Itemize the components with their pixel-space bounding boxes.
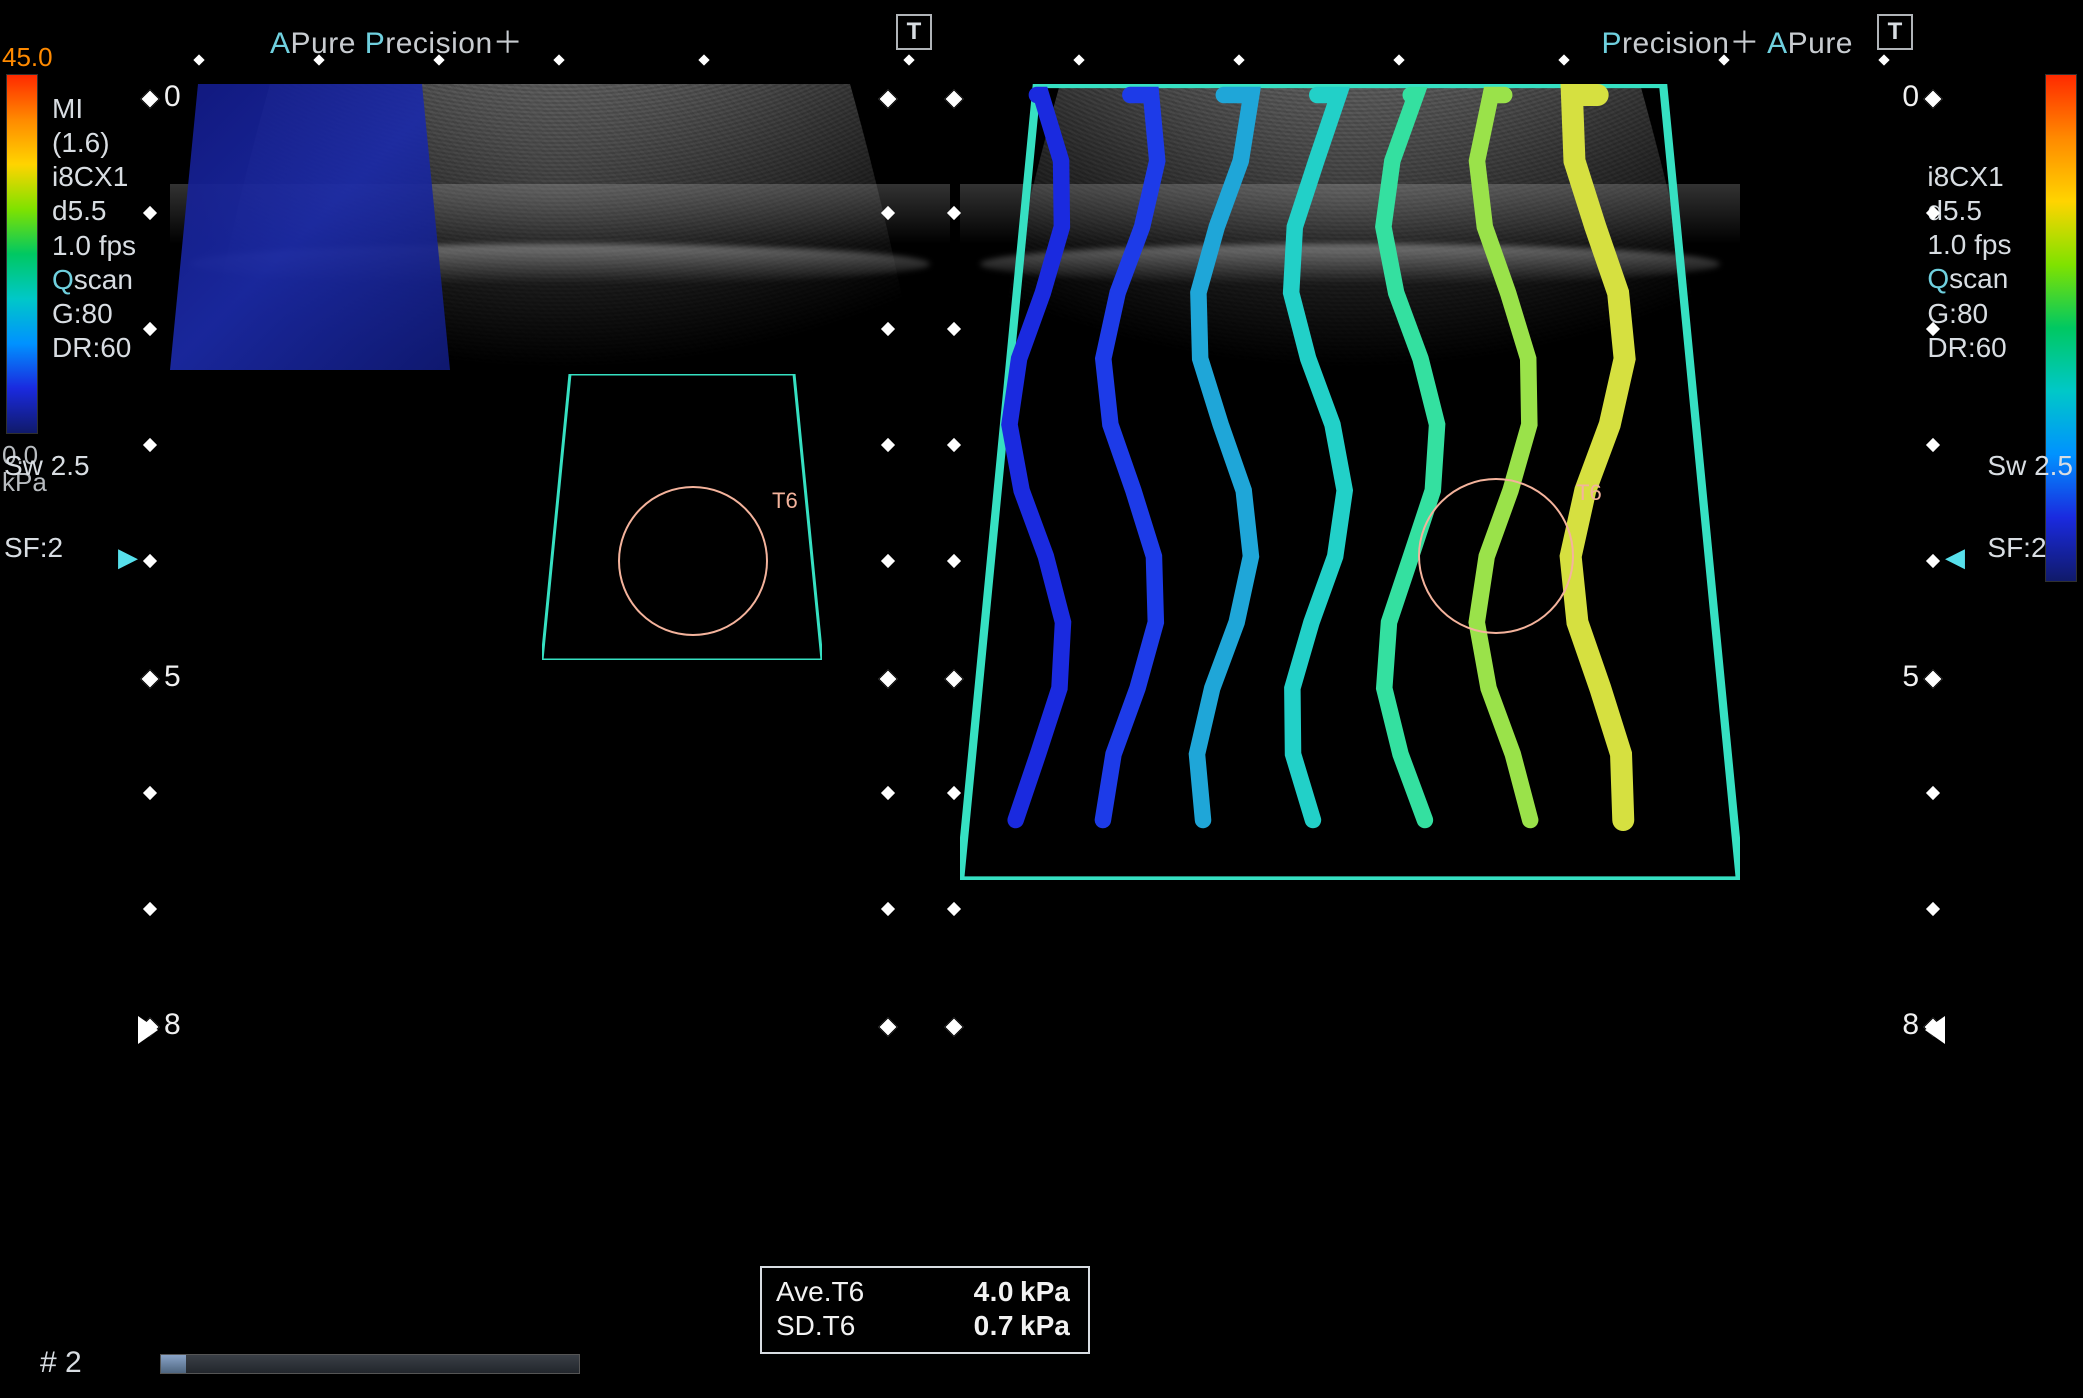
measurement-row: Ave.T64.0kPa <box>776 1276 1074 1308</box>
sw-value: Sw 2.5 <box>4 449 136 483</box>
ultrasound-screen: APure Precision＋ Precision＋ APure T T 45… <box>0 0 2083 1398</box>
colorbar-max-label: 45.0 <box>2 42 53 73</box>
roi-tag-right: T6 <box>1576 480 1602 506</box>
cine-scrubber[interactable] <box>160 1354 580 1374</box>
bscan-left: T6 <box>170 84 950 1074</box>
depth-scale-left-inner <box>862 84 914 1074</box>
depth-scale-left-outer: 0▶58 <box>124 84 176 1074</box>
roi-tag-left: T6 <box>772 488 798 514</box>
measurement-row: SD.T60.7kPa <box>776 1310 1074 1342</box>
orientation-marker-center: T <box>896 14 932 50</box>
sf-value-r: SF:2 <box>1987 531 2073 565</box>
top-ruler-dots <box>0 56 2083 66</box>
orientation-marker-right: T <box>1877 14 1913 50</box>
measurement-circle-left[interactable] <box>618 486 768 636</box>
sw-value-r: Sw 2.5 <box>1987 449 2073 483</box>
measurement-results-box: Ave.T64.0kPaSD.T60.7kPa <box>760 1266 1090 1354</box>
cine-scrubber-fill <box>161 1355 186 1373</box>
depth-scale-right-outer: 0◀58 <box>1907 84 1959 1074</box>
frame-index: # 2 <box>40 1346 82 1380</box>
depth-scale-right-inner <box>928 84 980 1074</box>
measurement-circle-right[interactable] <box>1418 478 1574 634</box>
bscan-right: T6 <box>960 84 1740 1074</box>
params-left: MI (1.6) i8CX1 d5.5 1.0 fps Qscan G:80 D… <box>4 92 136 566</box>
elasto-roi-fill <box>170 84 450 370</box>
sf-value: SF:2 <box>4 531 136 565</box>
propagation-roi <box>960 84 1244 374</box>
params-right: i8CX1 d5.5 1.0 fps Qscan G:80 DR:60 Sw 2… <box>1987 92 2073 565</box>
